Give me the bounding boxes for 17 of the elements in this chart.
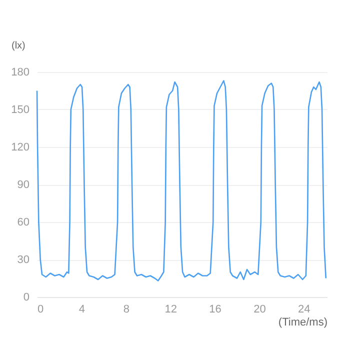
y-tick-label: 120 <box>11 142 30 154</box>
y-tick-label: 90 <box>17 179 30 191</box>
y-tick-label: 60 <box>17 216 30 228</box>
y-tick-label: 180 <box>11 66 30 78</box>
x-axis-title: (Time/ms) <box>278 316 328 328</box>
line-series <box>36 80 327 282</box>
x-tick-label: 4 <box>78 304 86 316</box>
x-tick-label: 20 <box>254 304 266 316</box>
x-tick-label: 24 <box>298 304 310 316</box>
x-tick-label: 12 <box>164 304 177 316</box>
y-tick-label: 0 <box>23 292 30 304</box>
y-tick-label: 30 <box>17 254 30 266</box>
x-tick-label: 8 <box>123 304 130 316</box>
x-tick-label: 0 <box>38 304 44 316</box>
x-tick-label: 16 <box>209 304 222 316</box>
y-axis-title: (lx) <box>12 40 26 52</box>
y-tick-label: 150 <box>11 104 30 116</box>
